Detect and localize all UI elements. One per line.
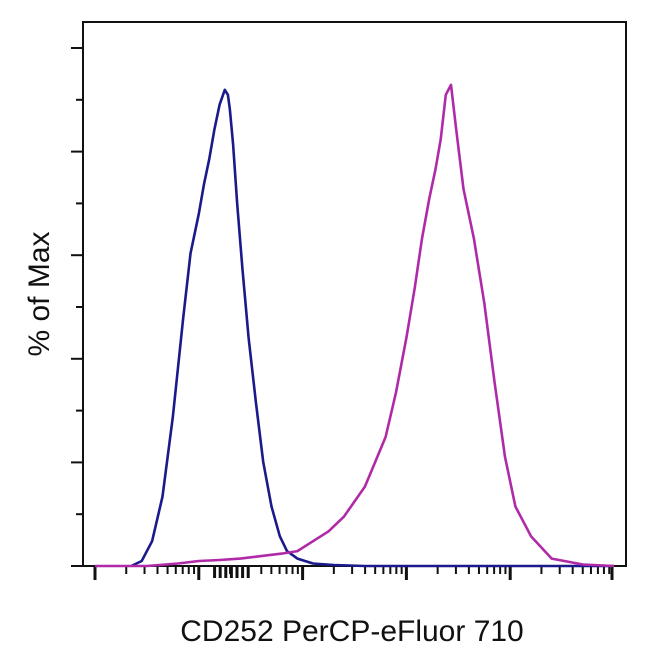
x-axis-label: CD252 PerCP-eFluor 710 [180,615,524,648]
series-layer [95,83,615,568]
x-axis-ticks [93,566,614,580]
y-axis-label: % of Max [23,231,56,356]
y-axis-ticks [71,47,83,567]
histogram-series-2 [95,83,615,568]
histogram-series-1 [130,88,614,568]
